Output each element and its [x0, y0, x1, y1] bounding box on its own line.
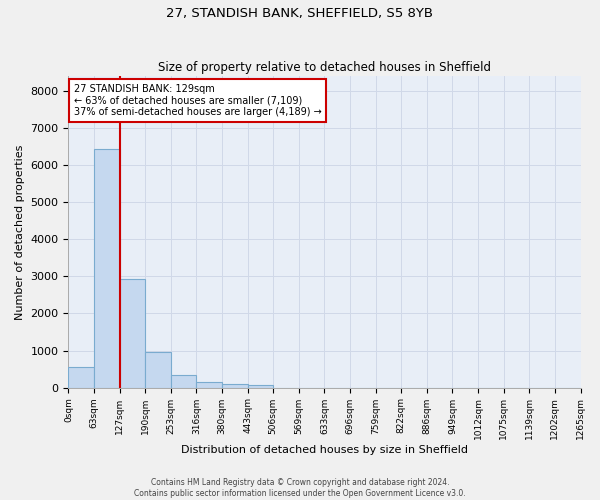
Bar	[222, 384, 248, 388]
Text: 27, STANDISH BANK, SHEFFIELD, S5 8YB: 27, STANDISH BANK, SHEFFIELD, S5 8YB	[167, 8, 433, 20]
Bar	[119, 280, 145, 388]
Text: Contains HM Land Registry data © Crown copyright and database right 2024.
Contai: Contains HM Land Registry data © Crown c…	[134, 478, 466, 498]
Y-axis label: Number of detached properties: Number of detached properties	[15, 144, 25, 320]
Bar	[171, 375, 196, 388]
Bar	[68, 367, 94, 388]
Text: 27 STANDISH BANK: 129sqm
← 63% of detached houses are smaller (7,109)
37% of sem: 27 STANDISH BANK: 129sqm ← 63% of detach…	[74, 84, 321, 117]
Title: Size of property relative to detached houses in Sheffield: Size of property relative to detached ho…	[158, 60, 491, 74]
Bar	[94, 148, 119, 388]
Bar	[248, 385, 273, 388]
Bar	[196, 382, 222, 388]
X-axis label: Distribution of detached houses by size in Sheffield: Distribution of detached houses by size …	[181, 445, 468, 455]
Bar	[145, 352, 171, 388]
